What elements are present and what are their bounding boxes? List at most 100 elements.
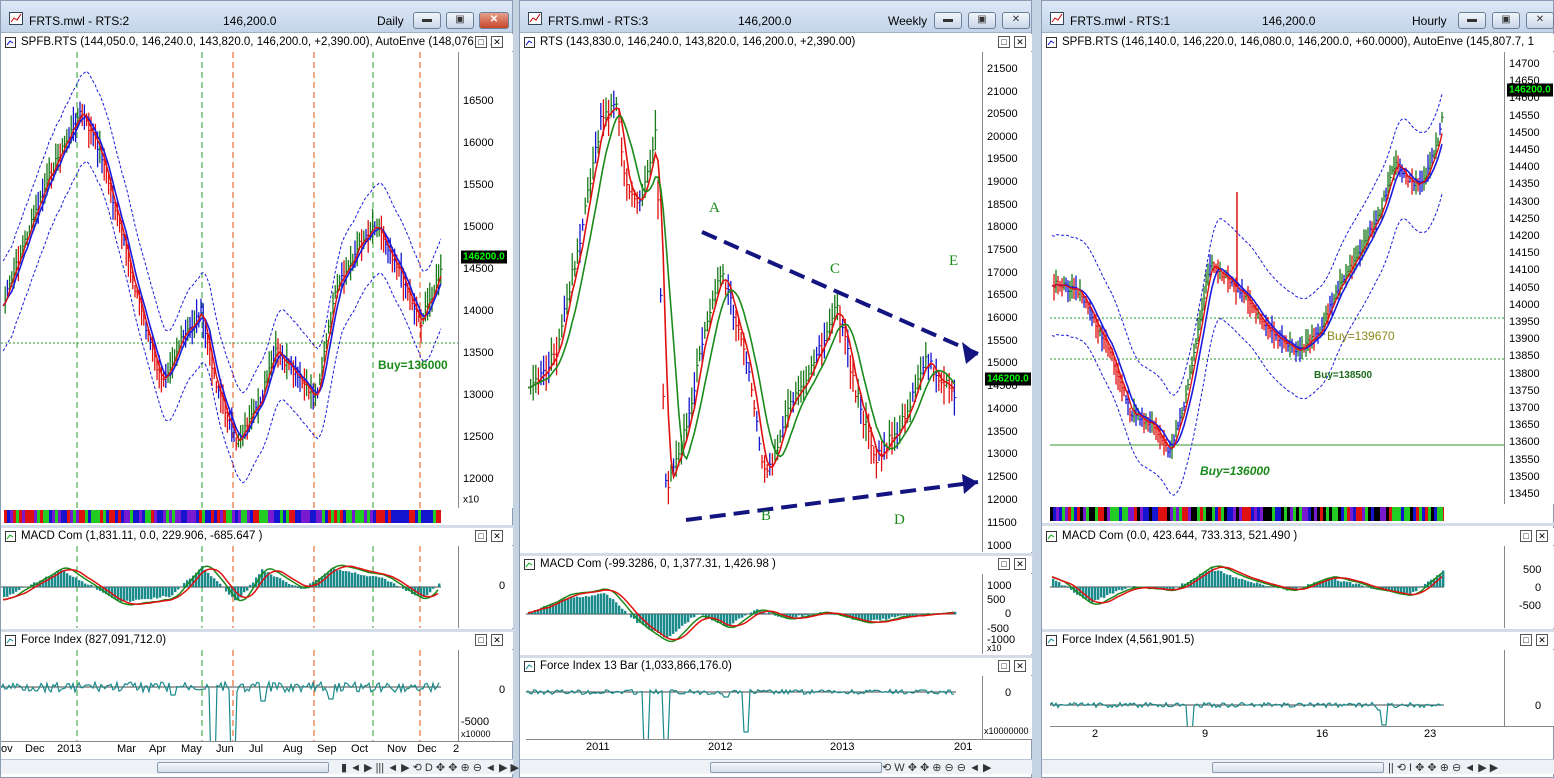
pane-close-button[interactable]: ✕ (1536, 634, 1548, 646)
pane-close-button[interactable]: ✕ (491, 634, 503, 646)
scrollbar-thumb[interactable] (157, 762, 329, 773)
macd-hist-bar (138, 587, 141, 600)
macd-hist-bar (15, 587, 18, 592)
close-button[interactable]: ✕ (1002, 12, 1030, 29)
pane-close-button[interactable]: ✕ (1014, 660, 1026, 672)
macd-hist-bar (558, 600, 561, 614)
time-axis[interactable]: ov Dec 2013 Mar Apr May Jun Jul Aug Sep … (1, 741, 513, 757)
pane-splitter[interactable] (1, 629, 514, 632)
pane-restore-button[interactable]: □ (475, 634, 487, 646)
pane-close-button[interactable]: ✕ (1536, 530, 1548, 542)
macd-hist-bar (1085, 587, 1088, 600)
price-chart[interactable]: Buy=136000 (1, 52, 458, 508)
time-axis[interactable]: 2011 2012 2013 201 (526, 739, 1032, 755)
price-axis[interactable]: 16500 16000 15500 15000 14500 14000 1350… (458, 52, 513, 508)
macd-chart[interactable] (1050, 546, 1504, 628)
maximize-button[interactable]: ▣ (446, 12, 474, 29)
window-title: FRTS.mwl - RTS:2 (29, 14, 130, 28)
y-tick: 13000 (463, 389, 494, 401)
pane-restore-button[interactable]: □ (1520, 530, 1532, 542)
y-tick: 14150 (1509, 247, 1540, 259)
toolbar-buttons[interactable]: ⟲ W ✥ ✥ ⊕ ⊖ ⊖ ◄ ▶ (882, 762, 992, 774)
price-axis[interactable]: 21500 21000 20500 20000 19500 19000 1850… (982, 52, 1032, 552)
pane-restore-button[interactable]: □ (475, 530, 487, 542)
title-bar[interactable]: FRTS.mwl - RTS:3 146,200.0 Weekly ▬ ▣ ✕ (520, 1, 1031, 33)
pane-close-button[interactable]: ✕ (1014, 558, 1026, 570)
pane-restore-button[interactable]: □ (1520, 634, 1532, 646)
toolbar-buttons[interactable]: ▮ ◄ ▶ ||| ◄ ▶ ⟲ D ✥ ✥ ⊕ ⊖ ◄ ▶ ▶ (341, 762, 519, 774)
pane-splitter[interactable] (520, 553, 1033, 556)
pane-close-button[interactable]: ✕ (1014, 36, 1026, 48)
macd-hist-bar (111, 587, 114, 598)
color-bar-cell (316, 510, 319, 523)
color-bar-cell (355, 510, 358, 523)
title-bar[interactable]: FRTS.mwl - RTS:2 146,200.0 Daily ▬ ▣ ✕ (1, 1, 512, 33)
pane-restore-button[interactable]: □ (998, 558, 1010, 570)
force-chart[interactable] (1050, 650, 1504, 726)
y-tick: 20500 (987, 108, 1018, 120)
price-chart-canvas[interactable] (1050, 52, 1504, 504)
price-chart-canvas[interactable] (526, 52, 982, 552)
color-bar-cell (340, 510, 343, 523)
title-bar[interactable]: FRTS.mwl - RTS:1 146,200.0 Hourly ▬ ▣ ✕ (1042, 1, 1554, 33)
horizontal-scrollbar[interactable]: ▮ ◄ ▶ ||| ◄ ▶ ⟲ D ✥ ✥ ⊕ ⊖ ◄ ▶ ▶ (1, 759, 519, 774)
macd-hist-bar (630, 614, 633, 618)
macd-hist-bar (1196, 577, 1199, 587)
color-bar-cell (1104, 507, 1107, 521)
pane-close-button[interactable]: ✕ (491, 36, 503, 48)
y-tick: 14350 (1509, 178, 1540, 190)
pane-splitter[interactable] (1042, 523, 1554, 526)
horizontal-scrollbar[interactable]: ⟲ W ✥ ✥ ⊕ ⊖ ⊖ ◄ ▶ (520, 759, 1032, 774)
macd-hist-bar (267, 572, 270, 587)
scrollbar-thumb[interactable] (1212, 762, 1384, 773)
pane-restore-button[interactable]: □ (998, 660, 1010, 672)
force-chart[interactable] (526, 676, 982, 739)
macd-hist-bar (564, 598, 567, 614)
maximize-button[interactable]: ▣ (1492, 12, 1520, 29)
maximize-button[interactable]: ▣ (968, 12, 996, 29)
close-button[interactable]: ✕ (479, 12, 509, 29)
y-tick: 500 (987, 594, 1006, 606)
macd-hist-bar (897, 614, 900, 617)
scrollbar-thumb[interactable] (710, 762, 882, 773)
color-bar-cell (1305, 507, 1308, 521)
macd-hist-bar (831, 614, 834, 615)
chart-window-weekly[interactable]: FRTS.mwl - RTS:3 146,200.0 Weekly ▬ ▣ ✕ … (519, 0, 1033, 778)
y-tick: 14300 (1509, 196, 1540, 208)
pane-icon (524, 661, 535, 672)
force-chart[interactable] (1, 650, 458, 741)
chart-window-hourly[interactable]: FRTS.mwl - RTS:1 146,200.0 Hourly ▬ ▣ ✕ … (1041, 0, 1554, 778)
color-bar-cell (412, 510, 415, 523)
pane-restore-button[interactable]: □ (475, 36, 487, 48)
pane-close-button[interactable]: ✕ (491, 530, 503, 542)
color-bar-cell (307, 510, 310, 523)
price-chart-canvas[interactable] (1, 52, 458, 508)
macd-hist-bar (252, 582, 255, 587)
minimize-button[interactable]: ▬ (934, 12, 962, 29)
macd-hist-bar (879, 614, 882, 621)
minimize-button[interactable]: ▬ (1458, 12, 1486, 29)
color-bar-cell (16, 510, 19, 523)
macd-hist-bar (339, 569, 342, 587)
macd-hist-bar (1160, 587, 1163, 589)
pane-splitter[interactable] (520, 655, 1033, 658)
y-tick: 12500 (987, 471, 1018, 483)
price-chart[interactable]: A B C D E (526, 52, 982, 552)
chart-window-daily[interactable]: FRTS.mwl - RTS:2 146,200.0 Daily ▬ ▣ ✕ S… (0, 0, 519, 778)
close-button[interactable]: ✕ (1526, 12, 1554, 29)
price-chart[interactable]: Buy=139670 Buy=138500 Buy=136000 (1050, 52, 1504, 504)
toolbar-buttons[interactable]: || ⟲ I ✥ ✥ ⊕ ⊖ ◄ ▶ ▶ (1388, 762, 1499, 774)
time-axis[interactable]: 2 9 16 23 (1050, 726, 1554, 742)
macd-chart[interactable] (1, 546, 458, 628)
macd-chart[interactable] (526, 574, 982, 654)
minimize-button[interactable]: ▬ (413, 12, 441, 29)
horizontal-scrollbar[interactable]: || ⟲ I ✥ ✥ ⊕ ⊖ ◄ ▶ ▶ (1042, 759, 1554, 774)
pane-splitter[interactable] (1042, 629, 1554, 632)
y-tick: 0 (1535, 700, 1542, 712)
y-tick: 14000 (987, 403, 1018, 415)
macd-hist-bar (1313, 582, 1316, 587)
pane-restore-button[interactable]: □ (998, 36, 1010, 48)
price-axis[interactable]: 14700 14650 14600 14550 14500 14450 1440… (1504, 52, 1554, 504)
pane-splitter[interactable] (1, 525, 514, 528)
color-bar-cell (124, 510, 127, 523)
